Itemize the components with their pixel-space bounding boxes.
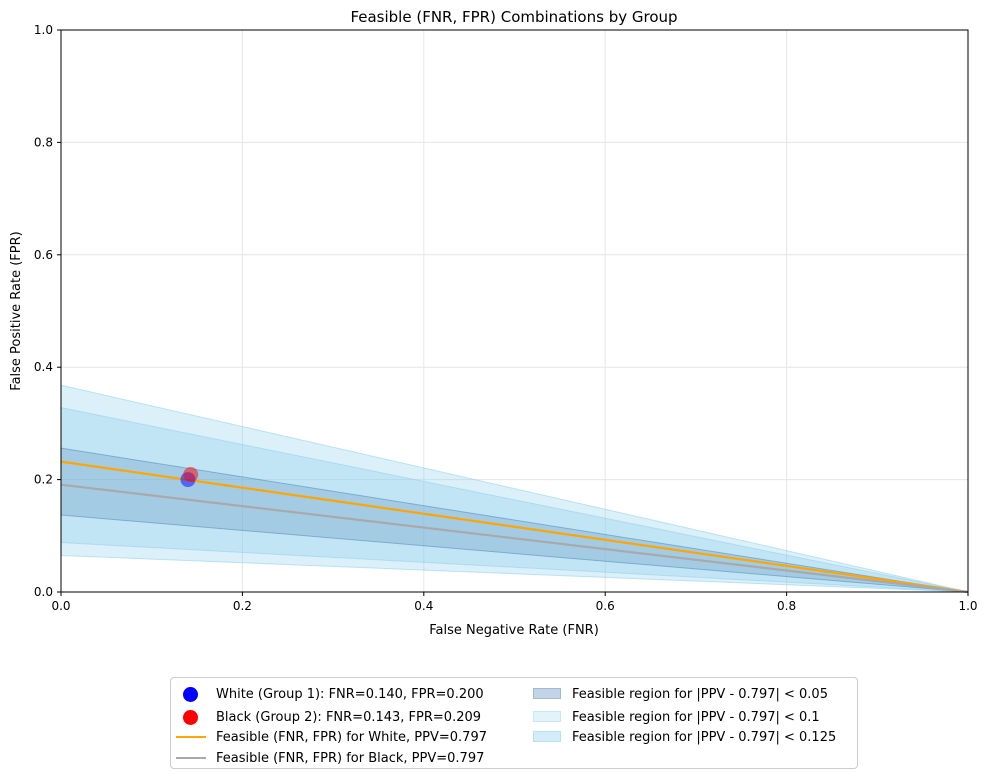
x-axis-label: False Negative Rate (FNR) — [429, 623, 599, 638]
y-tick-label: 0.8 — [34, 135, 53, 149]
series-line — [60, 460, 969, 594]
feasible-regions — [60, 384, 969, 593]
y-axis-label: False Positive Rate (FPR) — [9, 231, 24, 390]
x-tick-label: 0.6 — [596, 599, 615, 613]
legend-label: Feasible region for |PPV - 0.797| < 0.05 — [572, 686, 828, 702]
legend-item-white-point: White (Group 1): FNR=0.140, FPR=0.200 — [176, 683, 484, 705]
x-tick-label: 1.0 — [958, 599, 977, 613]
skyblue-patch-icon — [532, 710, 562, 724]
legend: White (Group 1): FNR=0.140, FPR=0.200 Bl… — [170, 677, 858, 769]
legend-label: Feasible (FNR, FPR) for Black, PPV=0.797 — [216, 750, 485, 766]
legend-item-region-01: Feasible region for |PPV - 0.797| < 0.1 — [532, 706, 820, 728]
legend-item-region-0125: Feasible region for |PPV - 0.797| < 0.12… — [532, 726, 836, 748]
group-points — [180, 467, 199, 488]
legend-item-black-line: Feasible (FNR, FPR) for Black, PPV=0.797 — [176, 747, 484, 769]
lightblue-patch-icon — [532, 730, 562, 744]
y-tick-label: 0.0 — [34, 585, 53, 599]
legend-item-white-line: Feasible (FNR, FPR) for White, PPV=0.797 — [176, 726, 487, 748]
x-tick-label: 0.4 — [414, 599, 433, 613]
y-tick-label: 0.4 — [34, 360, 53, 374]
y-tick-label: 0.2 — [34, 473, 53, 487]
series-line — [60, 483, 969, 594]
x-tick-label: 0.8 — [777, 599, 796, 613]
chart-title: Feasible (FNR, FPR) Combinations by Grou… — [350, 8, 677, 26]
legend-label: Feasible region for |PPV - 0.797| < 0.1 — [572, 709, 820, 725]
orange-line-icon — [176, 730, 206, 744]
legend-label: Feasible (FNR, FPR) for White, PPV=0.797 — [216, 729, 487, 745]
blue-dot-icon — [176, 687, 206, 702]
legend-label: White (Group 1): FNR=0.140, FPR=0.200 — [216, 686, 484, 702]
group-point — [183, 467, 199, 483]
legend-label: Black (Group 2): FNR=0.143, FPR=0.209 — [216, 709, 482, 725]
x-tick-label: 0.2 — [233, 599, 252, 613]
steelblue-patch-icon — [532, 687, 562, 701]
y-tick-label: 0.6 — [34, 248, 53, 262]
legend-item-black-point: Black (Group 2): FNR=0.143, FPR=0.209 — [176, 706, 481, 728]
legend-label: Feasible region for |PPV - 0.797| < 0.12… — [572, 729, 837, 745]
legend-item-region-005: Feasible region for |PPV - 0.797| < 0.05 — [532, 683, 828, 705]
axis-ticks: 0.0 0.2 0.4 0.6 0.8 1.0 0.0 0.2 0.4 0.6 0.8 1.0 — [34, 23, 978, 613]
red-dot-icon — [176, 710, 206, 725]
x-tick-label: 0.0 — [51, 599, 70, 613]
gray-line-icon — [176, 751, 206, 765]
y-tick-label: 1.0 — [34, 23, 53, 37]
plot-frame — [60, 29, 969, 593]
series-lines — [60, 460, 969, 594]
